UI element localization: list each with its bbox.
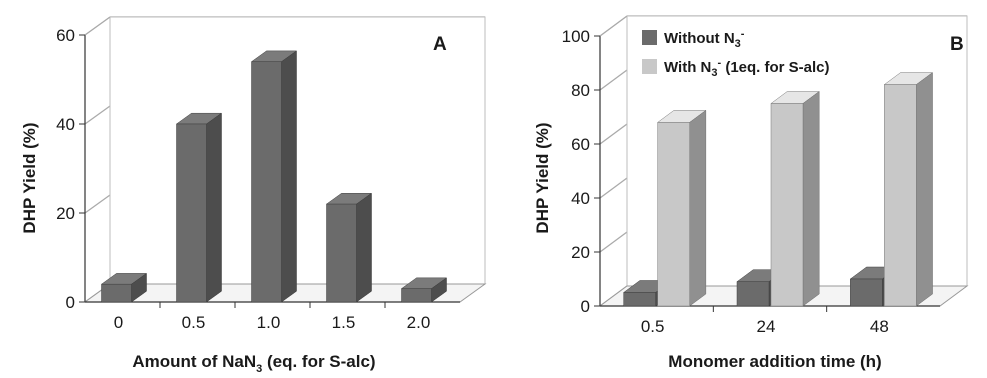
legend-with-sub: 3 <box>711 67 717 79</box>
panel-a: 0 20 40 60 0 0.5 1.0 1.5 2.0 A DHP Yield (%) Am… <box>20 16 487 375</box>
bar-front <box>623 292 656 307</box>
bar-front <box>657 122 690 307</box>
bar <box>325 192 373 303</box>
bar-side <box>689 109 707 307</box>
gridline-side <box>84 105 111 125</box>
bar-side <box>356 192 372 303</box>
y-tick-label: 40 <box>571 189 590 208</box>
x-tick-label: 24 <box>757 317 776 336</box>
bar-front <box>176 123 207 303</box>
legend-with-text: With N <box>664 59 711 76</box>
legend-item-without: Without N3- <box>642 28 745 50</box>
bar <box>883 72 934 307</box>
panel-a-label: A <box>433 34 447 55</box>
bar-front <box>101 283 132 303</box>
legend-swatch-with <box>642 59 657 74</box>
panel-a-x-ticks: 0 0.5 1.0 1.5 2.0 <box>114 302 431 332</box>
bar-front <box>326 203 357 303</box>
panel-b-label: B <box>950 34 964 55</box>
bar <box>400 277 448 303</box>
bar-front <box>251 61 282 303</box>
bar-side <box>281 50 297 303</box>
gridline-side <box>84 194 111 214</box>
legend-label-with: With N3- (1eq. for S-alc) <box>664 57 830 79</box>
bar <box>656 109 707 307</box>
panel-a-frame <box>83 16 487 303</box>
x-tick-label: 0 <box>114 313 123 332</box>
legend-with-rest: (1eq. for S-alc) <box>721 59 829 76</box>
legend-without-sup: - <box>741 28 745 40</box>
legend-swatch-without <box>642 30 657 45</box>
legend: Without N3- With N3- (1eq. for S-alc) <box>642 28 830 79</box>
legend-without-sub: 3 <box>735 38 741 50</box>
legend-without-text: Without N <box>664 30 735 47</box>
bar-side <box>206 112 222 303</box>
panel-b-y-axis-title: DHP Yield (%) <box>533 122 552 233</box>
legend-with-sup: - <box>717 57 721 69</box>
y-tick-label: 20 <box>56 204 75 223</box>
bar <box>175 112 223 303</box>
panel-a-bars <box>100 50 448 303</box>
panel-b-bars <box>622 72 934 307</box>
bar-front <box>401 288 432 303</box>
panel-a-y-axis-title: DHP Yield (%) <box>20 122 39 233</box>
bar-front <box>850 278 883 307</box>
panel-b-y-ticks: 0 20 40 60 80 100 <box>562 27 600 316</box>
x-axis-title-subscript: 3 <box>256 363 262 375</box>
x-axis-title-main: Amount of NaN <box>132 352 256 371</box>
panel-a-y-ticks: 0 20 40 60 <box>56 26 85 312</box>
bar-side <box>802 91 820 307</box>
panel-a-x-axis-title: Amount of NaN3 (eq. for S-alc) <box>132 352 375 375</box>
bar-side <box>916 72 933 307</box>
wall-top-edge <box>599 15 628 37</box>
panel-b-x-ticks: 0.5 24 48 <box>641 306 889 336</box>
y-tick-label: 60 <box>571 135 590 154</box>
panel-b: 0 20 40 60 80 100 0.5 24 48 B DHP Yield (%) Mon… <box>533 15 969 371</box>
bar-front <box>884 84 917 307</box>
x-tick-label: 48 <box>870 317 889 336</box>
x-tick-label: 0.5 <box>641 317 665 336</box>
y-tick-label: 20 <box>571 243 590 262</box>
y-tick-label: 80 <box>571 81 590 100</box>
bar <box>250 50 298 303</box>
x-tick-label: 1.5 <box>332 313 356 332</box>
x-axis-title-rest: (eq. for S-alc) <box>262 352 375 371</box>
bar-front <box>736 281 770 307</box>
wall-top-edge <box>84 16 111 36</box>
y-tick-label: 0 <box>66 293 75 312</box>
gridline-side <box>599 69 628 91</box>
bar <box>770 91 820 307</box>
back-wall <box>109 16 486 285</box>
bar-front <box>770 103 804 307</box>
y-tick-label: 100 <box>562 27 590 46</box>
y-tick-label: 60 <box>56 26 75 45</box>
x-tick-label: 1.0 <box>257 313 281 332</box>
x-tick-label: 0.5 <box>182 313 206 332</box>
panel-b-x-axis-title: Monomer addition time (h) <box>668 352 881 371</box>
gridline-side <box>599 231 628 253</box>
legend-item-with: With N3- (1eq. for S-alc) <box>642 57 830 79</box>
gridline-side <box>599 177 628 199</box>
gridline-side <box>599 123 628 145</box>
x-tick-label: 2.0 <box>407 313 431 332</box>
y-tick-label: 40 <box>56 115 75 134</box>
bar <box>100 272 148 303</box>
y-tick-label: 0 <box>581 297 590 316</box>
legend-label-without: Without N3- <box>664 28 745 50</box>
